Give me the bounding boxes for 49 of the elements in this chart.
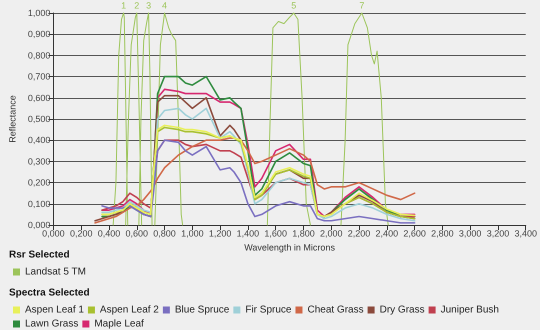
y-tick-label: 0,800 (28, 50, 50, 60)
legend-label: Lawn Grass (25, 318, 78, 330)
legend-label: Cheat Grass (307, 304, 364, 316)
annotation: 7 (359, 0, 364, 10)
legend-title: Spectra Selected (9, 288, 90, 298)
legend-label: Dry Grass (380, 304, 425, 316)
annotation: 5 (291, 0, 296, 10)
legend-label: Landsat 5 TM (25, 266, 86, 278)
annotation: 2 (134, 0, 140, 10)
legend-label: Fir Spruce (245, 304, 292, 316)
x-tick-label: 2,800 (431, 228, 454, 238)
y-axis-title: Reflectance (8, 95, 18, 143)
x-tick-label: 3,400 (514, 228, 538, 238)
x-tick-label: 1,600 (264, 228, 287, 238)
y-tick-label: 1,000 (28, 8, 50, 18)
y-tick-label: 0,100 (28, 198, 50, 209)
legend-label: Juniper Bush (440, 304, 499, 316)
x-tick-label: 0,200 (70, 228, 92, 238)
x-tick-label: 2,400 (376, 228, 398, 238)
y-tick-label: 0,000 (28, 220, 50, 230)
x-tick-label: 3,200 (486, 228, 510, 238)
y-tick-label: 0,300 (28, 156, 50, 166)
text: Rsr Selected (9, 250, 70, 260)
y-tick-label: 0,400 (28, 135, 50, 146)
legend-label: Maple Leaf (94, 318, 144, 330)
x-tick-label: 0,800 (153, 228, 176, 238)
y-tick-label: 0,600 (28, 92, 50, 103)
x-tick-label: 0,600 (126, 228, 148, 238)
legend-label: Aspen Leaf 2 (100, 304, 160, 316)
annotation: 4 (162, 0, 168, 10)
x-tick-label: 1,800 (292, 228, 315, 238)
x-tick-label: 1,200 (208, 228, 232, 238)
legend-label: Blue Spruce (174, 304, 230, 316)
x-tick-label: 3,000 (458, 228, 482, 238)
x-tick-label: 2,000 (320, 228, 343, 238)
y-tick-label: 0,700 (28, 72, 50, 82)
x-tick-label: 2,200 (348, 228, 370, 238)
annotation: 1 (121, 0, 126, 10)
annotation: 3 (146, 0, 152, 10)
y-tick-label: 0,200 (28, 178, 50, 188)
y-tick-label: 0,900 (28, 29, 50, 40)
x-axis-title: Wavelength in Microns (244, 242, 336, 252)
x-tick-label: 0,000 (42, 228, 65, 238)
x-tick-label: 1,400 (236, 228, 260, 238)
legend-label: Aspen Leaf 1 (25, 304, 84, 316)
x-tick-label: 1,000 (181, 228, 204, 238)
x-tick-label: 0,400 (98, 228, 120, 238)
y-tick-label: 0,500 (28, 114, 50, 124)
x-tick-label: 2,600 (403, 228, 426, 238)
